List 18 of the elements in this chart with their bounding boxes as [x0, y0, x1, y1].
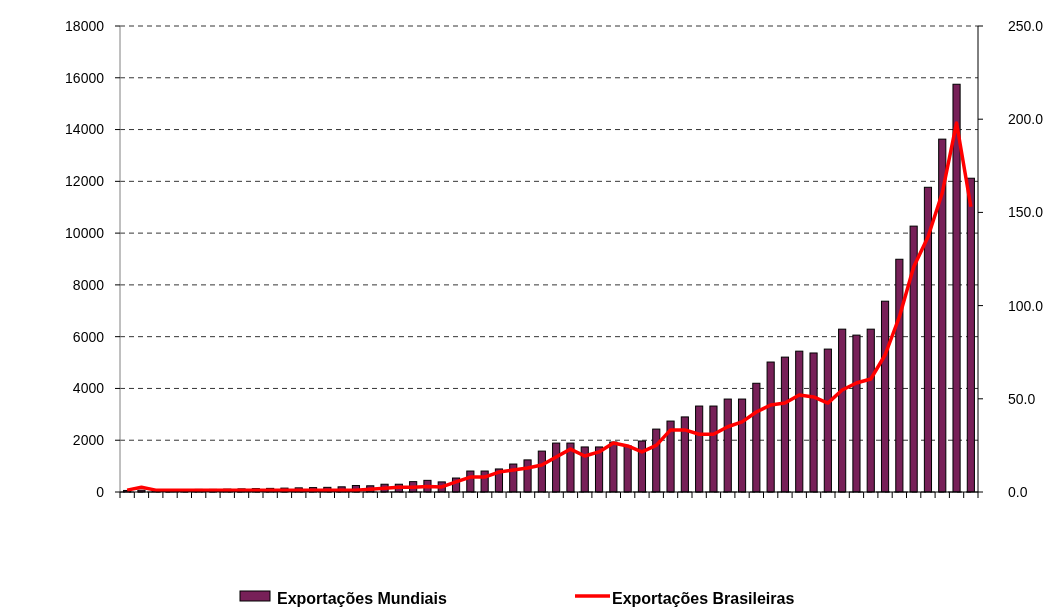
y2-tick-label: 100.0: [1008, 297, 1044, 314]
y-tick-label: 10000: [65, 225, 105, 242]
y-tick-label: 16000: [65, 69, 105, 86]
legend-label: Exportações Mundiais: [277, 590, 447, 607]
y-tick-label: 14000: [65, 121, 105, 138]
y2-tick-label: 150.0: [1008, 204, 1044, 221]
y-tick-label: 4000: [72, 380, 105, 397]
y2-tick-label: 50.0: [1008, 390, 1036, 407]
y-tick-label: 0: [96, 483, 105, 500]
y-tick-label: 2000: [72, 432, 105, 449]
y2-tick-label: 0.0: [1008, 483, 1028, 500]
y2-tick-label: 250.0: [1008, 17, 1044, 34]
y2-tick-label: 200.0: [1008, 111, 1044, 128]
y-tick-label: 18000: [65, 17, 105, 34]
y-tick-label: 12000: [65, 173, 105, 190]
legend-label: Exportações Brasileiras: [612, 590, 795, 607]
y-tick-label: 8000: [72, 276, 105, 293]
y-tick-label: 6000: [72, 328, 105, 345]
